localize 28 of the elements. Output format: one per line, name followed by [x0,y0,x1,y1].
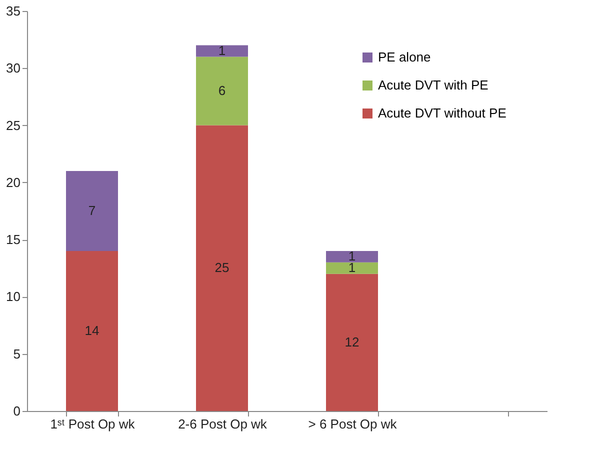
x-tick-label: 1ˢᵗ Post Op wk [50,416,136,432]
data-label: 1 [218,43,226,58]
bar [196,56,248,126]
bar [196,125,248,411]
x-tick-label: 2-6 Post Op wk [178,416,268,432]
y-tick-label: 20 [6,174,20,190]
legend-label: PE alone [378,50,431,64]
y-tick-label: 15 [6,232,20,248]
bar [326,251,378,262]
bar [66,251,118,411]
y-tick-label: 25 [6,118,20,133]
data-label: 7 [88,203,96,218]
y-tick-label: 30 [6,60,20,76]
y-tick-label: 0 [13,404,20,418]
x-tick-label: > 6 Post Op wk [308,416,398,432]
bar [196,45,248,57]
data-label: 14 [84,323,100,338]
bar [326,274,378,411]
y-tick-label: 10 [6,289,20,304]
legend-label: Acute DVT without PE [378,106,507,120]
data-label: 12 [344,334,360,350]
bar [326,262,378,274]
y-tick-label: 5 [13,346,20,362]
legend-label: Acute DVT with PE [378,78,489,92]
data-label: 25 [214,260,230,276]
data-label: 6 [218,83,226,98]
y-tick-label: 35 [6,4,20,18]
bar [66,171,118,251]
